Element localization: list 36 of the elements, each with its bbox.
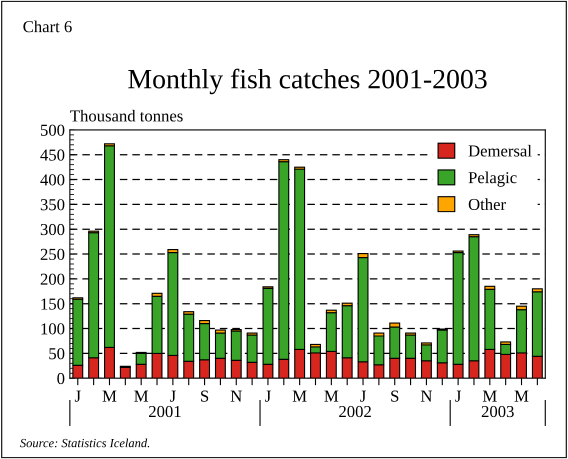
x-tick-label: M — [514, 390, 528, 402]
x-tick-label: S — [201, 390, 208, 402]
x-tick-label: M — [324, 390, 338, 402]
x-tick-label: J — [265, 390, 271, 402]
y-tick-label: 450 — [40, 149, 64, 161]
text: 2001 — [149, 406, 181, 418]
x-tick-label: J — [455, 390, 462, 402]
x-tick-label: S — [391, 390, 398, 402]
y-tick-label: 200 — [40, 274, 64, 285]
caption: Chart 6 — [23, 20, 72, 32]
x-tick-label: J — [170, 390, 176, 402]
y-tick-label: 150 — [41, 298, 64, 310]
legend-label: Other — [468, 198, 506, 210]
x-tick-label: M — [102, 390, 116, 402]
chart-title: Monthly fish catches 2001-2003 — [128, 68, 487, 94]
legend-label: Demersal — [468, 144, 532, 157]
y-tick-label: 50 — [49, 348, 64, 360]
x-tick-label: J — [74, 390, 81, 402]
y-tick-label: 100 — [41, 323, 64, 334]
y-tick-label: 0 — [57, 372, 64, 384]
x-tick-label: N — [420, 390, 432, 402]
y-tick-label: 500 — [40, 124, 64, 136]
x-tick-label: M — [134, 390, 148, 402]
y-axis-title: Thousand tonnes — [70, 110, 183, 122]
y-tick-label: 350 — [40, 199, 64, 210]
x-tick-label: M — [482, 390, 497, 402]
text: 2002 — [339, 406, 371, 418]
legend-label: Pelagic — [468, 172, 517, 187]
x-tick-label: N — [230, 390, 242, 402]
x-tick-label: M — [292, 390, 307, 402]
x-tick-label: J — [360, 390, 366, 402]
y-tick-label: 250 — [40, 248, 64, 260]
source-note: Source: Statistics Iceland. — [20, 438, 150, 448]
y-tick-label: 300 — [40, 224, 64, 236]
y-tick-label: 400 — [40, 174, 64, 186]
text: 2003 — [482, 406, 514, 418]
